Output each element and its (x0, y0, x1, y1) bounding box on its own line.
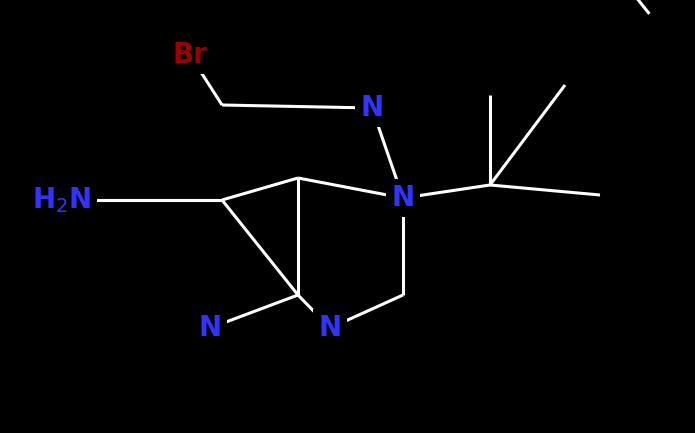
Text: N: N (199, 314, 222, 342)
Text: H$_2$N: H$_2$N (33, 185, 92, 215)
Text: N: N (391, 184, 414, 212)
Text: N: N (318, 314, 341, 342)
Text: N: N (361, 94, 384, 122)
Text: Br: Br (172, 41, 207, 69)
